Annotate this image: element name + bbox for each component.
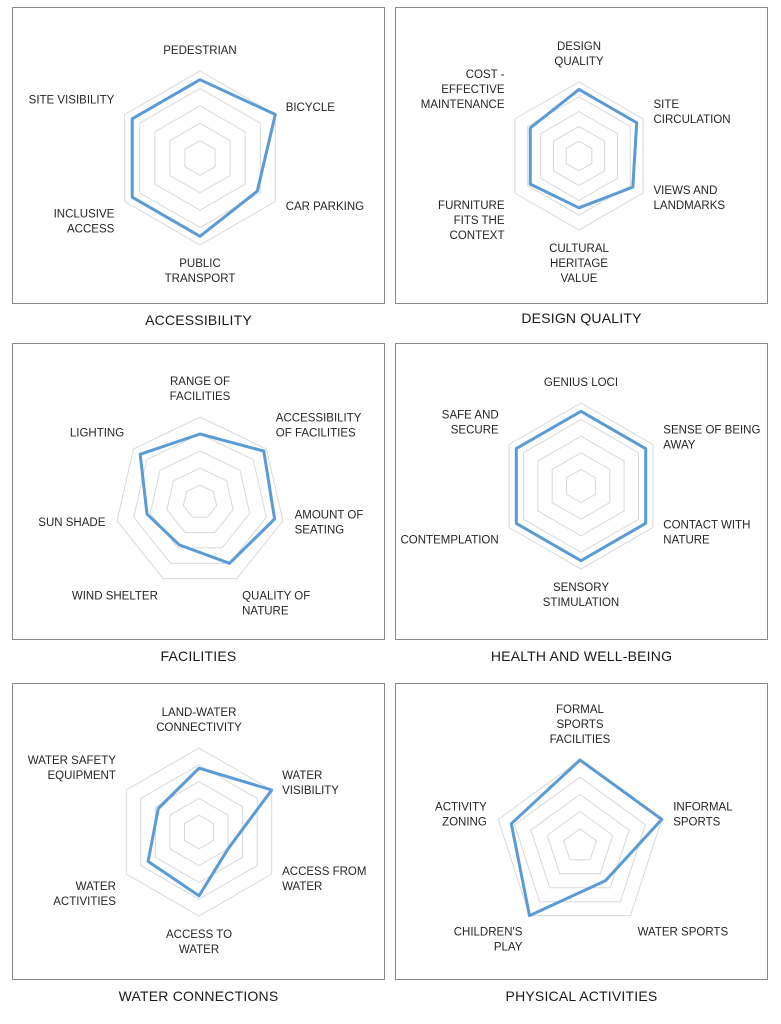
axis-label-lighting: LIGHTING xyxy=(70,428,124,440)
grid-ring xyxy=(154,781,244,883)
grid-ring xyxy=(508,402,654,570)
axis-label-pedestrian: PEDESTRIAN xyxy=(163,45,237,57)
axis-label-contemplation: CONTEMPLATION xyxy=(401,535,499,547)
axis-label-design-quality: DESIGN QUALITY xyxy=(554,41,604,68)
axis-label-activity-zoning: ACTIVITY ZONING xyxy=(435,802,487,829)
chart-title-health-well-being: HEALTH AND WELL-BEING xyxy=(490,648,673,664)
axis-label-access-to-water: ACCESS TO WATER xyxy=(166,929,232,956)
axis-label-cost-effective-maintenance: COST -EFFECTIVE MAINTENANCE xyxy=(421,69,505,111)
grid-ring xyxy=(140,764,258,900)
grid-ring xyxy=(546,810,614,875)
axis-label-public-transport: PUBLIC TRANSPORT xyxy=(165,258,236,285)
axis-label-sensory-stimulation: SENSORY STIMULATION xyxy=(543,582,619,609)
grid-ring xyxy=(523,419,639,553)
radar-chart-accessibility: PEDESTRIAN BICYCLE CAR PARKING PUBLIC TRANSP… xyxy=(29,45,364,285)
axis-label-informal-sports: INFORMAL SPORTS xyxy=(673,802,733,829)
grid-ring xyxy=(169,122,231,194)
axis-label-site-circulation: SITE CIRCULATION xyxy=(654,99,731,126)
axis-label-water-sports: WATER SPORTS xyxy=(638,926,729,938)
axis-label-formal-sports-facilities: FORMAL SPORTS FACILITIES xyxy=(550,704,611,746)
grid-ring xyxy=(184,140,216,176)
axis-label-inclusive-access: INCLUSIVE ACCESS xyxy=(54,209,115,236)
axis-label-amount-of-seating: AMOUNT OF SEATING xyxy=(295,510,364,537)
axis-label-sun-shade: SUN SHADE xyxy=(38,517,105,529)
radar-chart-health-well-being: GENIUS LOCI SENSE OF BEING AWAY CONTACT WIT… xyxy=(401,377,761,609)
radar-chart-facilities: RANGE OF FACILITIES ACCESSIBILITY OF FACILI… xyxy=(38,376,364,617)
axis-label-accessibility-of-facilities: ACCESSIBILITY OF FACILITIES xyxy=(276,413,362,440)
axis-label-water-safety-equipment: WATER SAFETY EQUIPMENT xyxy=(28,755,117,782)
grid-ring xyxy=(154,105,246,211)
grid-ring xyxy=(133,433,267,564)
series-line xyxy=(130,78,277,238)
grid-ring xyxy=(540,111,618,201)
chart-panel-accessibility: PEDESTRIAN BICYCLE CAR PARKING PUBLIC TRANSP… xyxy=(12,7,385,304)
radar-chart-physical-activities: FORMAL SPORTS FACILITIES INFORMAL SPORTS WATE… xyxy=(435,704,733,953)
grid-ring xyxy=(551,452,611,520)
axis-label-bicycle: BICYCLE xyxy=(286,102,336,114)
grid-ring xyxy=(116,416,284,580)
grid-ring xyxy=(514,81,644,231)
axis-label-sense-of-being-away: SENSE OF BEING AWAY xyxy=(663,425,760,452)
grid-ring xyxy=(527,96,631,216)
chart-title-physical-activities: PHYSICAL ACTIVITIES xyxy=(505,988,658,1004)
axis-label-wind-shelter: WIND SHELTER xyxy=(72,590,158,602)
radar-chart-water-connections: LAND-WATER CONNECTIVITY WATER VISIBILITY ACC… xyxy=(28,707,367,956)
grid-ring xyxy=(552,125,606,187)
grid-ring xyxy=(563,828,597,861)
axis-label-contact-with-nature: CONTACT WITH NATURE xyxy=(663,520,750,547)
chart-panel-design-quality: DESIGN QUALITY SITE CIRCULATION VIEWS AND LAN… xyxy=(395,7,768,304)
axis-label-genius-loci: GENIUS LOCI xyxy=(544,377,618,389)
chart-title-accessibility: ACCESSIBILITY xyxy=(145,312,252,328)
grid-ring xyxy=(125,747,273,917)
chart-panel-health-well-being: GENIUS LOCI SENSE OF BEING AWAY CONTACT WIT… xyxy=(395,343,768,640)
grid-ring xyxy=(566,468,596,504)
grid-ring xyxy=(537,435,625,537)
axis-label-children-s-play: CHILDREN'S PLAY xyxy=(454,926,523,953)
grid-ring xyxy=(124,70,276,246)
series-line xyxy=(514,409,648,563)
axis-label-car-parking: CAR PARKING xyxy=(286,201,364,213)
chart-title-water-connections: WATER CONNECTIONS xyxy=(118,988,279,1004)
radar-chart-design-quality: DESIGN QUALITY SITE CIRCULATION VIEWS AND LAN… xyxy=(421,41,731,285)
grid-ring xyxy=(182,484,218,518)
axis-label-cultural-heritage-value: CULTURAL HERITAGE VALUE xyxy=(549,243,609,285)
chart-panel-facilities: RANGE OF FACILITIES ACCESSIBILITY OF FACILI… xyxy=(12,343,385,640)
series-line xyxy=(138,432,277,565)
chart-panel-physical-activities: FORMAL SPORTS FACILITIES INFORMAL SPORTS WATE… xyxy=(395,683,768,980)
grid-ring xyxy=(530,793,630,889)
grid-ring xyxy=(514,776,646,903)
axis-label-quality-of-nature: QUALITY OF NATURE xyxy=(242,590,310,617)
chart-panel-water-connections: LAND-WATER CONNECTIVITY WATER VISIBILITY ACC… xyxy=(12,683,385,980)
grid-ring xyxy=(169,797,229,867)
grid-ring xyxy=(166,467,234,534)
axis-label-land-water-connectivity: LAND-WATER CONNECTIVITY xyxy=(156,707,242,734)
axis-label-furniture-fits-the-context: FURNITURE FITS THE CONTEXT xyxy=(438,200,505,242)
axis-label-range-of-facilities: RANGE OF FACILITIES xyxy=(170,376,231,403)
series-line xyxy=(509,758,664,918)
chart-title-design-quality: DESIGN QUALITY xyxy=(521,310,642,326)
grid-ring xyxy=(139,87,261,229)
axis-label-water-visibility: WATER VISIBILITY xyxy=(282,770,339,797)
grid-ring xyxy=(184,814,214,850)
axis-label-safe-and-secure: SAFE AND SECURE xyxy=(442,410,499,437)
grid-ring xyxy=(149,450,251,549)
series-line xyxy=(528,87,639,210)
axis-label-views-and-landmarks: VIEWS AND LANDMARKS xyxy=(654,185,726,212)
axis-label-access-from-water: ACCESS FROM WATER xyxy=(282,866,366,893)
axis-label-site-visibility: SITE VISIBILITY xyxy=(29,95,115,107)
axis-label-water-activities: WATER ACTIVITIES xyxy=(53,881,116,908)
chart-title-facilities: FACILITIES xyxy=(160,648,237,664)
grid-ring xyxy=(565,140,593,172)
